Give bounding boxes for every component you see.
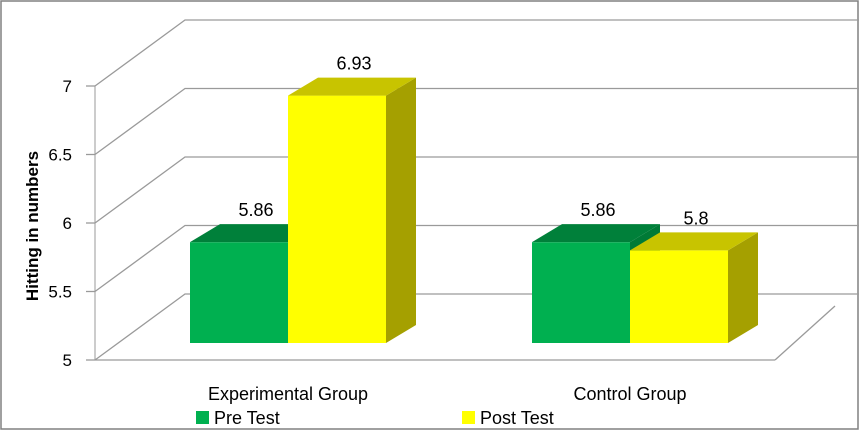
x-category-label: Control Group [573,384,686,404]
y-axis: 5 5.5 6 6.5 7 [48,77,96,370]
gridline [94,156,859,224]
data-label: 6.93 [336,54,371,74]
legend: Pre Test Post Test [196,408,554,428]
y-tick-label: 5 [63,351,72,370]
bar-pre-test-0 [190,242,288,343]
data-label: 5.86 [238,200,273,220]
bars [190,77,758,343]
legend-swatch [462,411,475,424]
legend-entry-label: Post Test [480,408,554,428]
y-tick-label: 6.5 [48,146,72,165]
data-label: 5.8 [683,208,708,228]
y-tick-label: 6 [63,214,72,233]
legend-entry-label: Pre Test [214,408,280,428]
floor-right-edge [774,305,836,361]
data-labels: 5.86 6.93 5.86 5.8 [238,54,708,229]
y-tick-label: 7 [63,77,72,96]
x-category-label: Experimental Group [208,384,368,404]
bar-top-face [288,77,416,96]
gridline [94,87,859,156]
gridline [94,19,859,87]
bar-post-test-0 [288,95,386,343]
bar-top-face [190,224,318,243]
y-tick-label: 5.5 [48,283,72,302]
bar-side-face [386,77,416,343]
data-label: 5.86 [580,200,615,220]
bar-side-face [728,232,758,343]
legend-swatch [196,411,209,424]
y-axis-label: Hitting in numbers [23,151,42,301]
bar-top-face [630,232,758,251]
bar-pre-test-1 [532,242,630,343]
x-axis-categories: Experimental Group Control Group [208,384,687,404]
bar-top-face [532,224,660,243]
bar-post-test-1 [630,250,728,343]
